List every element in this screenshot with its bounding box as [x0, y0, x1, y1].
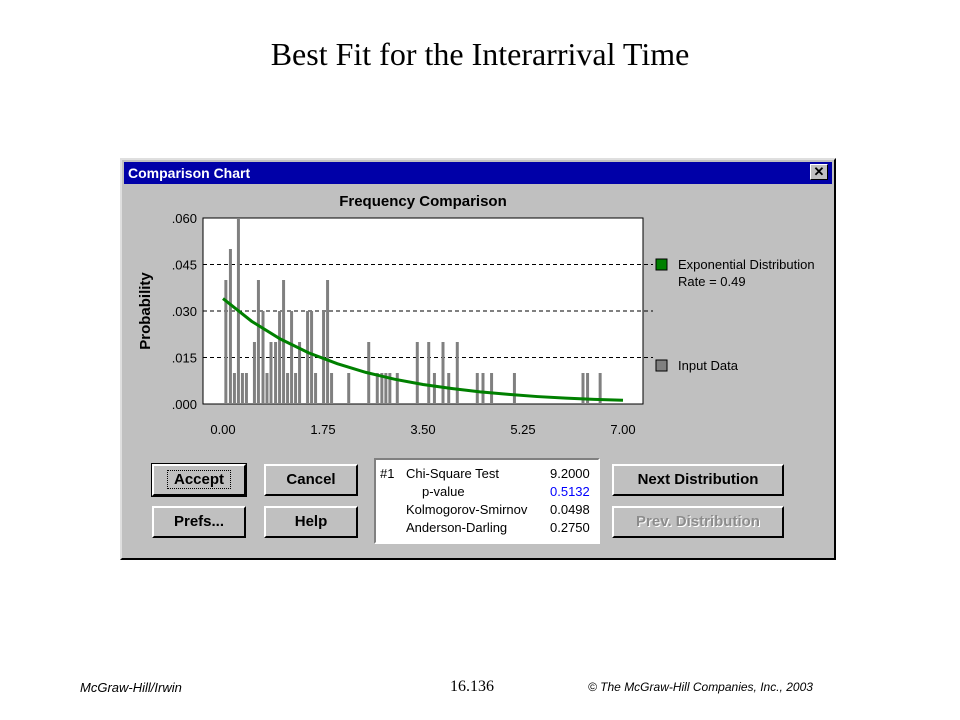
accept-button-label: Accept: [166, 470, 232, 489]
stat-name: Anderson-Darling: [406, 520, 508, 535]
histogram-bar: [475, 373, 479, 404]
window-title: Comparison Chart: [128, 165, 251, 181]
histogram-bar: [512, 373, 516, 404]
stat-value-highlighted: 0.5132: [550, 484, 590, 499]
legend-label: Input Data: [678, 358, 739, 373]
histogram-bar: [384, 373, 388, 404]
legend-label: Exponential Distribution: [678, 257, 815, 272]
fitted-curve: [222, 297, 624, 402]
histogram-bar: [224, 280, 228, 404]
histogram-bar: [294, 373, 298, 404]
histogram-bar: [330, 373, 334, 404]
histogram-bar: [306, 311, 310, 404]
histogram-bar: [375, 373, 379, 404]
histogram-bar: [481, 373, 485, 404]
histogram-bar: [244, 373, 248, 404]
stat-name: Chi-Square Test: [406, 466, 499, 481]
histogram-bar: [598, 373, 602, 404]
histogram-bar: [441, 342, 445, 404]
histogram-bar: [252, 342, 256, 404]
cancel-button[interactable]: Cancel: [264, 464, 358, 496]
histogram-bar: [586, 373, 590, 404]
histogram-bar: [274, 342, 278, 404]
histogram-bar: [261, 311, 265, 404]
histogram-bar: [269, 342, 273, 404]
footer-publisher: McGraw-Hill/Irwin: [80, 680, 182, 695]
histogram-bar: [314, 373, 318, 404]
accept-button[interactable]: Accept: [151, 463, 247, 497]
prefs-button[interactable]: Prefs...: [152, 506, 246, 538]
x-tick-label: 0.00: [210, 422, 235, 437]
cancel-button-label: Cancel: [286, 471, 336, 488]
y-tick-label: .000: [172, 397, 197, 412]
x-tick-label: 5.25: [510, 422, 535, 437]
stat-name: p-value: [422, 484, 465, 499]
next-distribution-button[interactable]: Next Distribution: [612, 464, 784, 496]
fit-statistics-panel: #1 Chi-Square Test 9.2000 p-value 0.5132…: [374, 458, 600, 544]
histogram-bar: [278, 311, 282, 404]
stat-value: 0.0498: [550, 502, 590, 517]
legend-swatch: [655, 359, 668, 372]
chart-title: Frequency Comparison: [339, 193, 507, 210]
histogram-bar: [415, 342, 419, 404]
y-axis-label: Probability: [137, 272, 154, 350]
slide-number: 16.136: [450, 678, 494, 695]
stat-value: 9.2000: [550, 466, 590, 481]
legend-sublabel: Rate = 0.49: [678, 274, 746, 289]
fit-rank: #1: [380, 466, 395, 481]
window-titlebar[interactable]: Comparison Chart ✕: [124, 162, 832, 184]
help-button-label: Help: [294, 513, 328, 530]
histogram-bar: [240, 373, 244, 404]
histogram-bar: [310, 311, 314, 404]
stat-value: 0.2750: [550, 520, 590, 535]
help-button[interactable]: Help: [264, 506, 358, 538]
y-tick-label: .060: [172, 211, 197, 226]
y-tick-label: .015: [172, 351, 197, 366]
histogram-bar: [256, 280, 260, 404]
histogram-bar: [286, 373, 290, 404]
histogram-bar: [380, 373, 384, 404]
histogram-bar: [581, 373, 585, 404]
histogram-bar: [232, 373, 236, 404]
close-button[interactable]: ✕: [810, 164, 828, 180]
histogram-bar: [326, 280, 330, 404]
histogram-bar: [432, 373, 436, 404]
footer-copyright: © The McGraw-Hill Companies, Inc., 2003: [588, 680, 813, 694]
histogram-bar: [298, 342, 302, 404]
histogram-bar: [228, 249, 232, 404]
histogram-bar: [347, 373, 351, 404]
x-tick-label: 1.75: [310, 422, 335, 437]
x-tick-label: 7.00: [610, 422, 635, 437]
prefs-button-label: Prefs...: [173, 513, 225, 530]
stat-name: Kolmogorov-Smirnov: [406, 502, 528, 517]
y-tick-label: .045: [172, 258, 197, 273]
histogram-bar: [388, 373, 392, 404]
x-tick-label: 3.50: [410, 422, 435, 437]
y-tick-label: .030: [172, 304, 197, 319]
slide-title: Best Fit for the Interarrival Time: [270, 36, 690, 72]
histogram-bar: [455, 342, 459, 404]
histogram-bar: [395, 373, 399, 404]
prev-distribution-label: Prev. Distribution: [636, 513, 760, 530]
legend-swatch: [655, 258, 668, 271]
histogram-bar: [427, 342, 431, 404]
histogram-bar: [290, 311, 294, 404]
histogram-bar: [490, 373, 494, 404]
close-icon: ✕: [813, 164, 825, 179]
histogram-bar: [265, 373, 269, 404]
next-distribution-label: Next Distribution: [637, 471, 759, 488]
prev-distribution-button[interactable]: Prev. Distribution: [612, 506, 784, 538]
